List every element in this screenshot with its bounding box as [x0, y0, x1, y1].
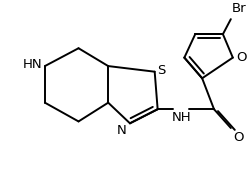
Text: NH: NH — [172, 111, 191, 124]
Text: N: N — [117, 124, 127, 137]
Text: Br: Br — [232, 2, 246, 15]
Text: O: O — [236, 51, 246, 64]
Text: HN: HN — [22, 58, 42, 71]
Text: O: O — [233, 131, 243, 144]
Text: S: S — [157, 64, 165, 77]
